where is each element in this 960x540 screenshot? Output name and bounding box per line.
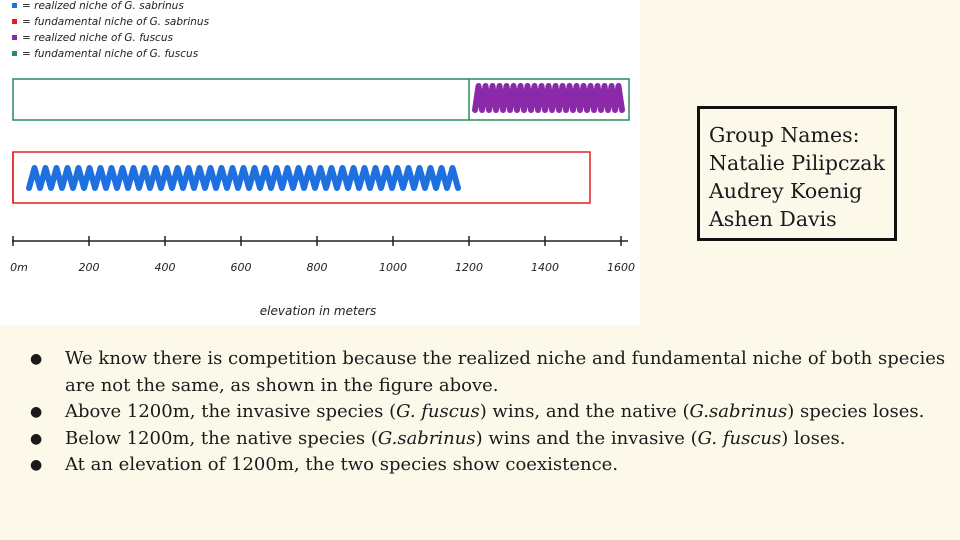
conclusion-bullets: ● We know there is competition because th…: [30, 346, 950, 479]
bullet-text: Above 1200m, the invasive species (: [65, 401, 397, 422]
species-name: G.sabrinus: [377, 427, 476, 449]
legend-swatch: [12, 3, 17, 8]
group-names-box: Group Names: Natalie Pilipczak Audrey Ko…: [697, 106, 897, 241]
scribble-stroke: [26, 165, 461, 191]
bullet-item: ● Below 1200m, the native species (G.sabr…: [30, 426, 950, 453]
bullet-text: Below 1200m, the native species (: [65, 427, 378, 449]
axis-label: elevation in meters: [260, 304, 376, 318]
legend-entry: = realized niche of G. sabrinus: [22, 0, 184, 12]
fuscus-realized-niche-scribble: [472, 83, 625, 113]
bullet-text: ) loses.: [781, 427, 846, 449]
legend: = realized niche of G. sabrinus = fundame…: [12, 0, 210, 60]
axis-tick-label: 0m: [10, 261, 28, 274]
bullet-item: ● We know there is competition because th…: [30, 346, 950, 399]
bullet-item: ● At an elevation of 1200m, the two speci…: [30, 452, 950, 479]
legend-swatch: [12, 19, 17, 24]
niche-figure: = realized niche of G. sabrinus = fundame…: [0, 0, 640, 325]
group-member: Audrey Koenig: [709, 179, 863, 203]
bullet-item: ● Above 1200m, the invasive species (G. f…: [30, 399, 950, 426]
bullet-dot-icon: ●: [30, 404, 43, 420]
fuscus-fundamental-niche-bar: [12, 78, 630, 121]
sabrinus-realized-niche-scribble: [26, 165, 461, 191]
axis-tick-label: 1200: [455, 261, 483, 274]
species-name: G. fuscus: [697, 427, 782, 449]
axis-tick-label: 1600: [607, 261, 635, 274]
legend-entry: = realized niche of G. fuscus: [22, 32, 173, 44]
species-name: G. fuscus: [396, 401, 480, 422]
bullet-text: ) wins, and the native (: [479, 401, 690, 422]
species-name: G.sabrinus: [689, 401, 788, 422]
bullet-text: ) species loses.: [787, 401, 925, 422]
bullet-dot-icon: ●: [30, 430, 43, 447]
bullet-dot-icon: ●: [30, 351, 43, 367]
elevation-axis: 0m 200 400 600 800 1000 1200 1400 1600: [10, 236, 635, 274]
legend-swatch: [12, 51, 17, 56]
bullet-text: At an elevation of 1200m, the two specie…: [65, 454, 619, 475]
legend-entry: = fundamental niche of G. sabrinus: [22, 16, 210, 28]
axis-tick-label: 600: [231, 261, 252, 274]
axis-tick-label: 1400: [531, 261, 559, 274]
bullet-text: ) wins and the invasive (: [475, 427, 698, 449]
legend-entry: = fundamental niche of G. fuscus: [22, 48, 199, 60]
niche-diagram: = realized niche of G. sabrinus = fundame…: [10, 0, 635, 318]
scribble-stroke: [472, 83, 625, 113]
group-title: Group Names:: [709, 123, 860, 147]
legend-swatch: [12, 35, 17, 40]
bullet-text: We know there is competition because the…: [65, 348, 946, 396]
axis-tick-label: 200: [79, 261, 100, 274]
axis-tick-label: 1000: [379, 261, 407, 274]
axis-tick-label: 400: [155, 261, 176, 274]
bullet-dot-icon: ●: [30, 457, 43, 473]
axis-tick-label: 800: [307, 261, 328, 274]
group-member: Ashen Davis: [709, 207, 837, 231]
group-member: Natalie Pilipczak: [709, 151, 885, 175]
